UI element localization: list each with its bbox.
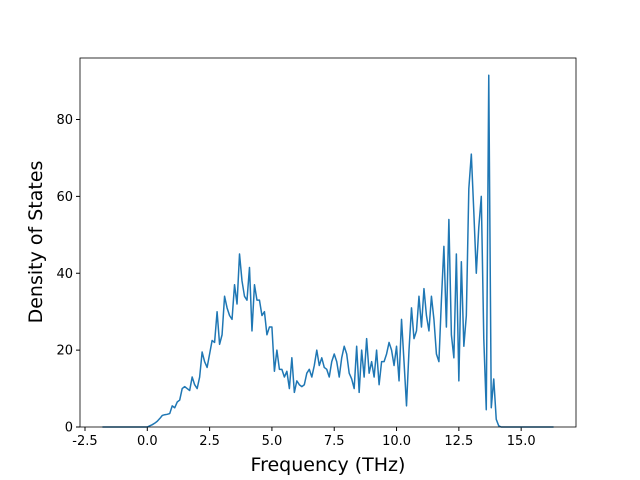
plot-frame <box>79 57 577 428</box>
x-tick-label: -2.5 <box>72 434 97 449</box>
x-tick-label: 10.0 <box>382 434 411 449</box>
x-tick-label: 15.0 <box>507 434 536 449</box>
x-tick-label: 12.5 <box>444 434 473 449</box>
y-tick-label: 60 <box>56 190 73 205</box>
y-tick-label: 20 <box>56 344 73 359</box>
x-tick-label: 7.5 <box>324 434 345 449</box>
x-tick-label: 2.5 <box>199 434 220 449</box>
y-axis-label: Density of States <box>25 161 47 324</box>
y-tick-label: 80 <box>56 113 73 128</box>
x-axis-label: Frequency (THz) <box>251 454 406 476</box>
y-tick-label: 40 <box>56 267 73 282</box>
x-tick-label: 5.0 <box>262 434 283 449</box>
y-tick-label: 0 <box>65 421 73 436</box>
x-tick-label: 0.0 <box>137 434 158 449</box>
data-line <box>102 74 554 428</box>
